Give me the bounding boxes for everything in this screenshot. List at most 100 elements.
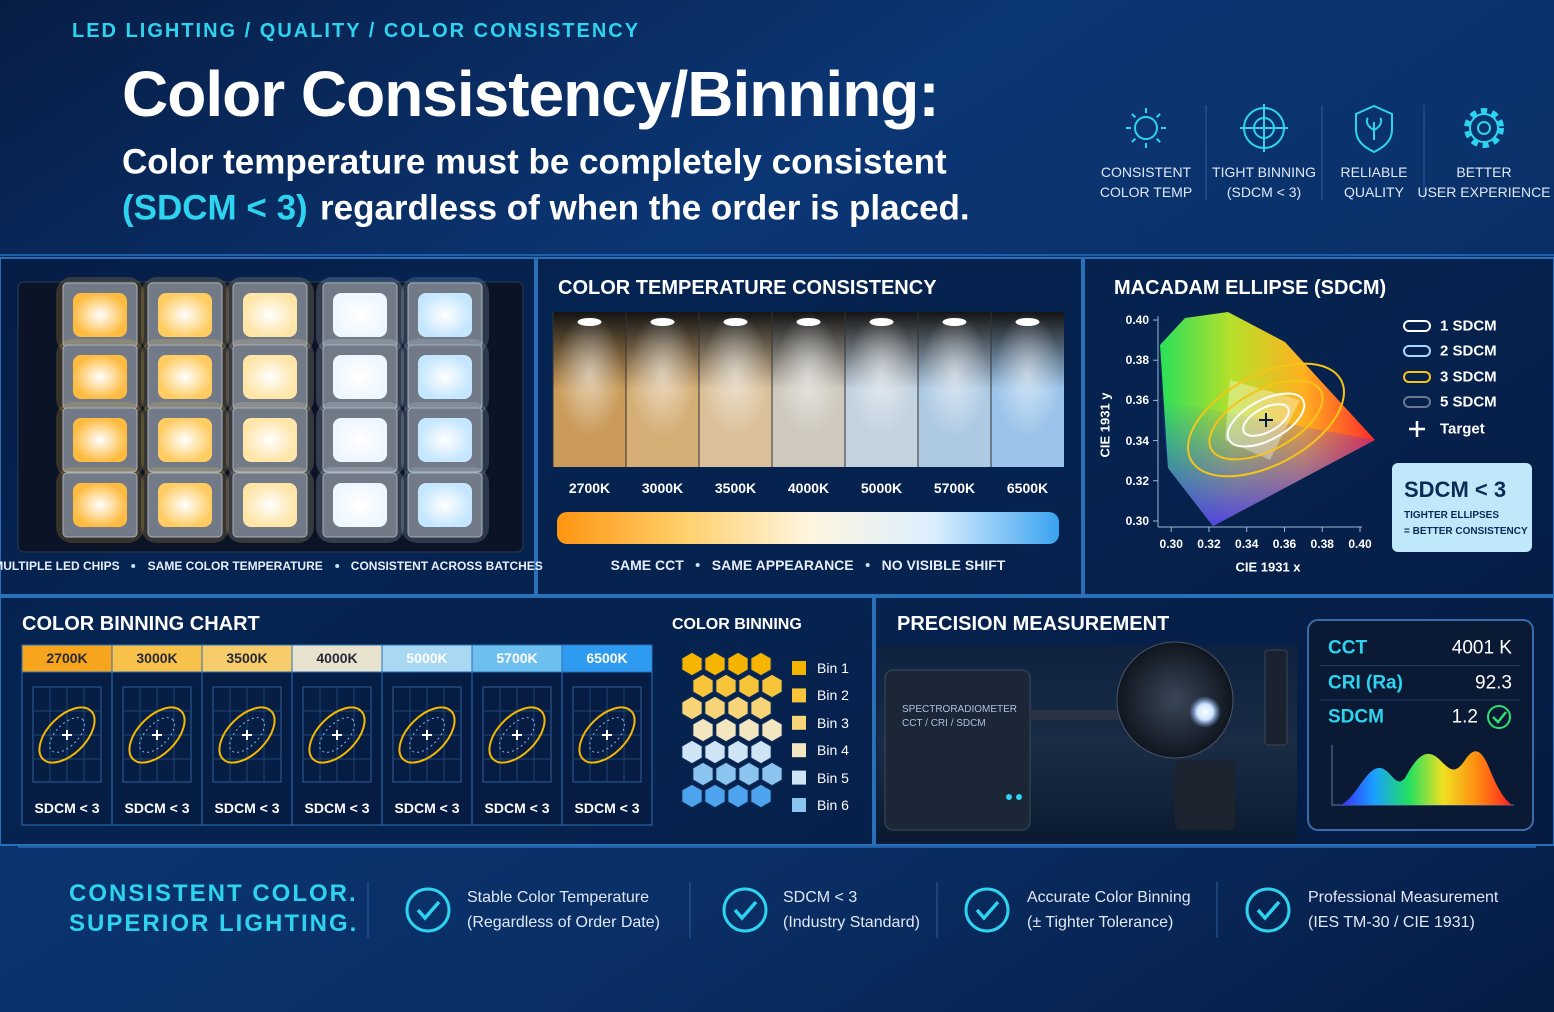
bin-hex [760,673,784,699]
bin-hex [726,651,750,677]
panel-title: MACADAM ELLIPSE (SDCM) [1114,277,1387,299]
bin-hex [703,783,727,809]
bin-hex [749,651,773,677]
cct-label: 2700K [568,480,611,496]
feature-label: (SDCM < 3) [1226,184,1302,200]
bin-swatch [792,743,806,758]
legend-swatch [1403,371,1431,383]
cct-gradient-bar [557,512,1059,544]
breadcrumb: LED LIGHTING / QUALITY / COLOR CONSISTEN… [72,20,641,42]
bin-ellipse [398,706,456,764]
bin-note: SDCM < 3 [484,800,550,816]
bin-label: Bin 6 [817,797,849,813]
led-caption: MULTIPLE LED CHIPS [0,559,120,573]
spectroradiometer [884,669,1031,831]
check-icon [722,887,768,933]
bin-ellipse [578,706,636,764]
bin-ellipse [308,706,366,764]
callout [1392,463,1532,552]
led-chip [418,293,472,337]
bin-swatch [792,770,806,785]
downlight [723,318,748,326]
x-tick-label: 0.38 [1310,537,1334,551]
bullet [695,563,700,567]
led-chip [158,355,212,399]
bin-hex [760,717,784,743]
led-chip [333,355,387,399]
bin-target [422,730,432,740]
feature-label: TIGHT BINNING [1212,164,1316,180]
led-indicator [1016,794,1022,800]
downlight [796,318,821,326]
benefit-detail: (Regardless of Order Date) [467,914,660,931]
macadam-ellipse [1187,362,1345,478]
bin-hex [737,673,761,699]
feature-label: COLOR TEMP [1099,184,1193,200]
x-axis-label: CIE 1931 x [1235,559,1301,575]
led-chip [418,418,472,462]
led-caption: CONSISTENT ACROSS BATCHES [350,559,543,573]
bin-note: SDCM < 3 [394,800,460,816]
bin-target [152,730,162,740]
icon [1477,121,1491,135]
page-title: Color Consistency/Binning: [122,58,940,130]
reading-label: CCT [1328,637,1368,659]
bin-header [21,644,113,673]
panel-title: PRECISION MEASUREMENT [897,613,1170,635]
bin-header-label: 4000K [316,650,358,666]
bin-hex [691,673,715,699]
y-tick-label: 0.34 [1125,433,1149,448]
callout-title: SDCM < 3 [1404,477,1507,502]
icon [1240,104,1288,152]
bin-note: SDCM < 3 [124,800,190,816]
bin-ellipse [488,706,546,764]
led-chip [158,418,212,462]
legend-label: 5 SDCM [1440,393,1497,411]
bin-ellipse [128,706,186,764]
cct-label: 6500K [1006,480,1049,496]
check-icon [733,900,758,921]
icon [1355,104,1393,154]
downlight [942,318,967,326]
check [1487,705,1511,729]
check-icon [1245,887,1291,933]
bin-note: SDCM < 3 [214,800,280,816]
x-tick-label: 0.40 [1348,537,1372,551]
bin-header-label: 3000K [136,650,178,666]
feature-label: USER EXPERIENCE [1417,184,1551,200]
bin-header [291,644,383,673]
bin-hex [703,651,727,677]
light-cone [920,313,989,437]
arm [1030,710,1120,720]
side-plate [1264,649,1288,746]
light-cone [628,313,697,437]
bin-hex [726,695,750,721]
reading-label: CRI (Ra) [1328,672,1403,693]
bullet [865,563,870,567]
stand [1175,760,1235,830]
bin-target [62,730,72,740]
bin-target [512,730,522,740]
target [1259,413,1273,427]
icon [1134,116,1158,140]
bin-hex [703,695,727,721]
led-caption: SAME COLOR TEMPERATURE [147,559,323,573]
macadam-ellipse [1226,392,1306,448]
x-tick-label: 0.34 [1235,537,1259,551]
subtitle-highlight: (SDCM < 3) [122,188,308,228]
icon [1464,108,1504,148]
cct-label: 3500K [714,480,757,496]
light-cone [701,313,770,437]
downlight [577,318,602,326]
x-tick-label: 0.36 [1272,537,1297,551]
bin-swatch [792,661,806,675]
sphere-light [1189,696,1221,728]
led-chip [418,355,472,399]
bin-hex [703,739,727,765]
bin-label: Bin 3 [817,714,849,731]
y-axis-label: CIE 1931 y [1097,392,1113,458]
bin-swatch [792,715,806,730]
bin-hex [680,783,704,809]
callout-text: TIGHTER ELLIPSES [1404,510,1500,521]
